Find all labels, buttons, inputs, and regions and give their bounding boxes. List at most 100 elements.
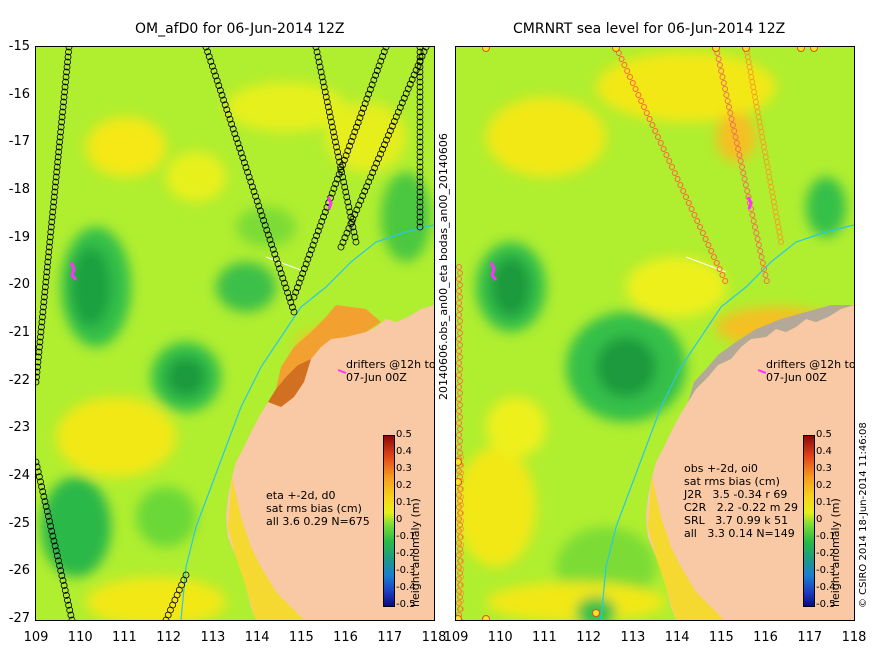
track-marker (39, 488, 47, 496)
track-marker (368, 81, 376, 89)
track-marker (416, 68, 424, 76)
track-marker (381, 141, 388, 149)
track-marker (332, 180, 340, 188)
observation-marker (458, 534, 464, 540)
observation-marker (457, 522, 463, 528)
drifter-legend-mark (757, 369, 767, 374)
track-marker (62, 591, 70, 599)
observation-marker (618, 56, 625, 62)
track-marker (416, 208, 424, 216)
track-marker (301, 265, 308, 273)
track-marker (358, 109, 366, 117)
observation-marker (749, 212, 756, 218)
observation-marker (482, 615, 490, 620)
track-marker (48, 527, 56, 535)
observation-marker (744, 188, 751, 194)
colorbar-tick-label: -0.1 (816, 531, 836, 542)
observation-marker (713, 260, 720, 266)
observation-marker (635, 92, 642, 98)
track-marker (282, 284, 290, 292)
track-marker (240, 159, 248, 167)
y-tick-label: -18 (8, 182, 30, 197)
track-marker (349, 133, 357, 141)
track-marker (42, 503, 50, 510)
y-tick-label: -15 (8, 39, 30, 54)
track-marker (330, 185, 338, 192)
observation-marker (722, 278, 729, 284)
track-marker (36, 463, 41, 471)
observation-marker (677, 182, 684, 188)
track-marker (344, 198, 352, 206)
track-marker (46, 233, 54, 241)
observation-marker (755, 242, 762, 248)
observation-marker (732, 134, 739, 140)
observation-marker (737, 158, 744, 164)
track-marker (331, 133, 338, 141)
track-marker (337, 243, 345, 251)
track-marker (54, 153, 62, 161)
track-marker (340, 178, 348, 186)
track-marker (387, 127, 394, 135)
track-marker (388, 122, 396, 130)
observation-marker (456, 348, 462, 354)
observation-marker (458, 542, 464, 548)
left-stats-label: eta +-2d, d0 sat rms bias (cm) all 3.6 0… (266, 489, 370, 528)
track-marker (335, 153, 342, 161)
observation-marker (652, 128, 659, 134)
track-marker (49, 532, 57, 540)
observation-marker (702, 236, 709, 242)
track-marker (55, 143, 63, 151)
track-marker (244, 168, 252, 176)
track-marker (317, 68, 325, 76)
track-marker (402, 90, 410, 97)
observation-marker (632, 86, 639, 92)
track-marker (416, 158, 424, 166)
observation-marker (750, 218, 757, 224)
track-marker (47, 228, 55, 236)
y-tick-label: -25 (8, 515, 30, 531)
observation-marker (757, 248, 764, 254)
track-marker (61, 83, 69, 91)
drifter-legend-mark (337, 369, 347, 374)
colorbar-tick-label: 0.3 (396, 463, 412, 474)
track-marker (284, 289, 292, 297)
track-marker (37, 478, 44, 486)
track-marker (46, 517, 53, 525)
track-marker (43, 263, 51, 271)
track-marker (36, 368, 41, 376)
colorbar-tick-label: -0.4 (396, 582, 416, 593)
track-marker (367, 173, 375, 181)
track-marker (50, 198, 58, 206)
observation-marker (457, 414, 463, 420)
track-marker (351, 233, 359, 241)
shelf-edge-isobath (180, 224, 434, 620)
track-marker (48, 213, 56, 221)
observation-marker (638, 98, 645, 104)
observation-marker (723, 92, 730, 98)
track-marker (59, 108, 66, 116)
track-marker (65, 48, 72, 56)
observation-marker (688, 206, 695, 212)
observation-marker (456, 300, 462, 306)
y-tick-label: -27 (8, 611, 30, 626)
track-marker (64, 596, 71, 604)
track-marker (57, 128, 65, 136)
track-marker (321, 88, 329, 96)
track-marker (328, 189, 336, 197)
track-marker (312, 47, 320, 51)
track-marker (279, 274, 287, 282)
track-marker (37, 328, 45, 336)
track-marker (264, 231, 272, 239)
colorbar-tick-label: -0.1 (396, 531, 416, 542)
right-stats-label: obs +-2d, oi0 sat rms bias (cm) J2R 3.5 … (684, 462, 798, 540)
track-marker (268, 241, 276, 248)
track-marker (67, 611, 75, 619)
observation-marker (716, 62, 723, 68)
track-marker (58, 118, 66, 126)
track-marker (60, 93, 68, 101)
track-marker (288, 303, 296, 311)
track-marker (256, 207, 264, 215)
colorbar-tick-label: -0.3 (816, 565, 836, 576)
track-marker (416, 193, 424, 201)
height-anomaly-field (41, 82, 431, 620)
